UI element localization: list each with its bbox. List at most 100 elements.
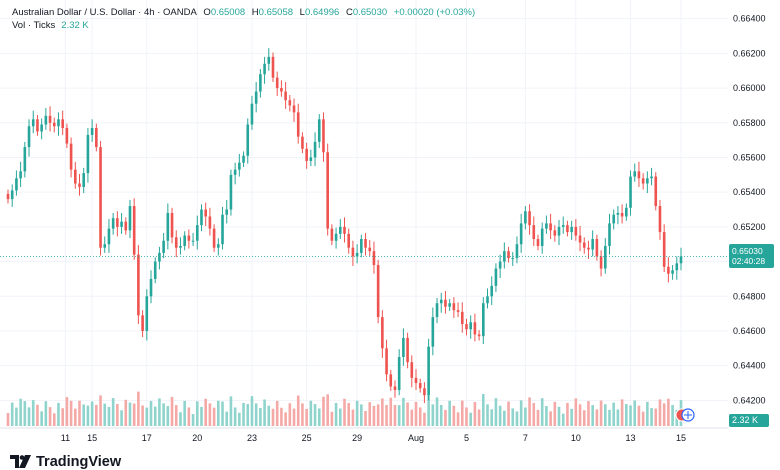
y-tick-label: 0.65400 [733,187,766,197]
symbol-legend: Australian Dollar / U.S. Dollar · 4h · O… [12,6,475,20]
candle-body [263,63,266,75]
volume-bar [326,394,329,426]
volume-bar [69,400,73,426]
time-axis[interactable]: 11 15 17 20 23 25 29 Aug 5 7 10 13 15 [0,427,728,443]
y-tick-label: 0.65800 [733,118,766,128]
volume-bar [364,411,367,426]
volume-bar [200,406,203,426]
candle-body [414,377,418,384]
candle-body [19,171,22,179]
candle-body [6,193,10,200]
candle-body [242,155,245,163]
close-value: 0.65030 [352,7,388,18]
volume-bar [641,411,645,426]
volume-bar [654,408,658,426]
candle-body [200,209,203,226]
volume-bar [111,398,115,426]
volume-bar [179,412,182,426]
tradingview-logo[interactable]: TradingView [10,453,121,470]
candle-body [595,239,599,257]
candle-body [326,152,329,229]
candle-body [162,240,165,253]
volume-bar [23,401,27,426]
price-axis[interactable]: 0.66400 0.66200 0.66000 0.65800 0.65600 0.654… [733,14,766,406]
candle-body [393,386,397,390]
volume-bar [334,402,338,426]
candle-body [183,235,186,246]
tradingview-logo-icon [10,455,31,468]
candle-body [267,56,271,64]
candle-body [10,190,14,200]
candle-body [448,303,451,307]
y-tick-label: 0.66200 [733,48,766,58]
volume-bar [351,409,355,426]
volume-bar [452,405,456,426]
flag-icon[interactable] [675,408,695,422]
candle-body [574,226,578,236]
volume-bar [317,408,321,426]
volume-bar [347,403,351,426]
volume-bar [507,401,510,426]
volume-bar [212,407,216,426]
volume-bar [465,407,468,426]
candle-body [217,244,220,248]
volume-bar [99,395,102,426]
candle-body [439,299,443,304]
volume-bar [582,410,586,426]
candle-body [557,226,561,236]
candle-body [675,263,679,271]
candle-body [532,225,536,240]
symbol-title[interactable]: Australian Dollar / U.S. Dollar · 4h · O… [12,7,197,18]
volume-label[interactable]: Vol · Ticks [12,20,56,31]
candle-body [288,100,292,106]
volume-bar [540,398,544,426]
volume-bar [296,395,300,426]
volume-bar [343,398,346,426]
candlesticks [6,48,683,403]
candle-body [179,245,182,248]
volume-bar [423,412,426,426]
candle-body [317,119,321,142]
candle-body [540,228,544,246]
x-tick-label: 10 [571,433,581,443]
candle-body [524,211,527,224]
candle-body [103,244,107,248]
volume-bar [103,403,107,426]
low-label: L [299,7,305,18]
low-value: 0.64996 [304,7,340,18]
candle-body [679,256,683,264]
volume-bar [385,405,388,426]
volume-bar [524,407,527,426]
volume-bar [578,404,582,426]
volume-bar [557,406,561,426]
candle-body [671,270,674,274]
volume-bar [313,404,317,426]
y-tick-label: 0.64200 [733,395,766,405]
volume-bar [381,398,384,426]
volume-bar [107,406,111,426]
volume-bar [95,404,98,426]
volume-bar [498,405,502,426]
high-value: 0.65058 [258,7,294,18]
candle-body [36,119,39,132]
candle-body [662,232,666,267]
candle-body [599,256,603,269]
candle-body [620,213,624,217]
x-tick-label: 20 [192,433,202,443]
candle-body [570,226,573,233]
volume-bar [10,402,14,426]
candle-body [191,240,195,242]
candle-body [27,126,31,148]
volume-bar [141,405,144,426]
x-tick-label: 29 [352,433,362,443]
volume-bar [137,391,140,426]
candle-body [48,115,52,123]
candle-body [128,206,132,231]
volume-bar [153,406,157,426]
volume-bar [263,399,266,426]
volume-bar [52,413,56,426]
volume-bar [460,400,464,426]
volume-bar [145,407,149,426]
bar-countdown: 02:40:28 [732,256,766,266]
